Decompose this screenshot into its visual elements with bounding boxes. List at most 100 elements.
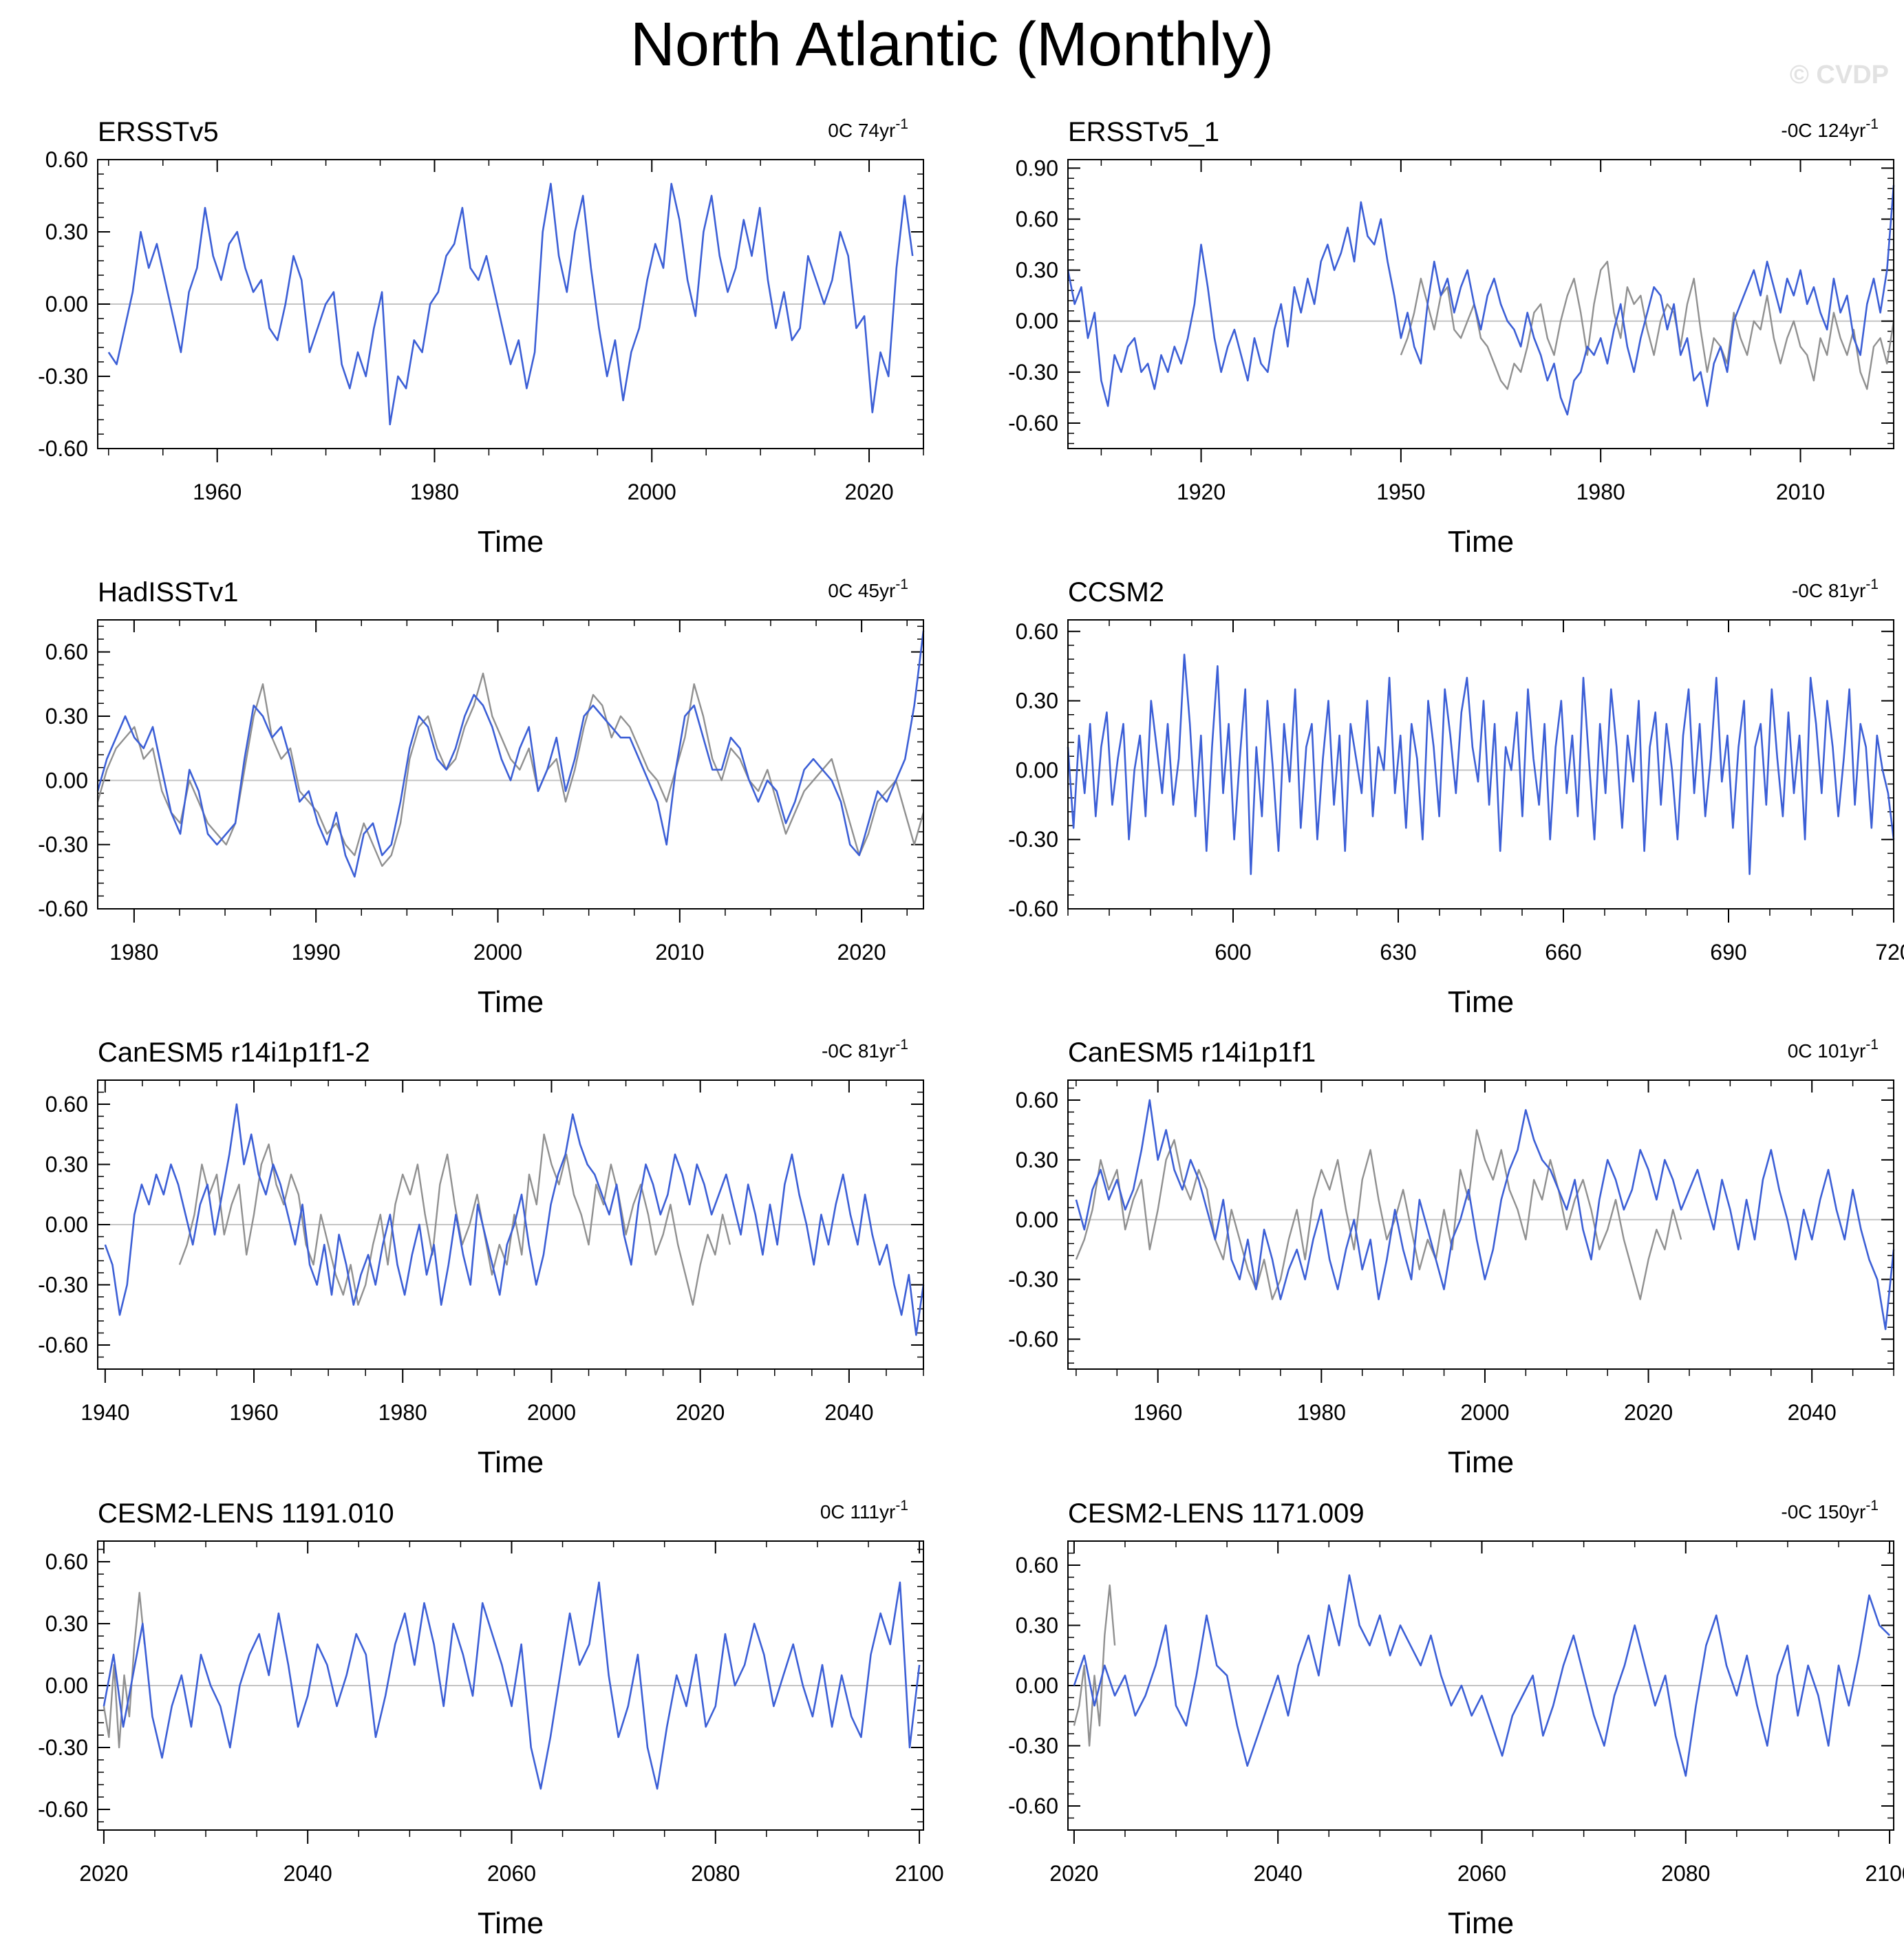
primary-series-line xyxy=(1073,1574,1891,1777)
x-axis-title: Time xyxy=(478,1906,544,1940)
panel-4: CanESM5 r14i1p1f1-2 -0C 81yr-1 0.60 0.30 0.0… xyxy=(38,1037,925,1479)
y-tick-label: 0.00 xyxy=(45,1673,88,1698)
y-tick-label: -0.60 xyxy=(38,1333,88,1357)
x-tick-label: 2020 xyxy=(837,940,886,965)
y-tick-label: 0.00 xyxy=(1016,1673,1058,1698)
x-tick-label: 1940 xyxy=(81,1400,129,1425)
reference-series-line xyxy=(96,672,925,868)
y-tick-label: 0.60 xyxy=(45,640,88,665)
y-tick-label: 0.30 xyxy=(1016,258,1058,283)
x-tick-label: 2020 xyxy=(676,1400,725,1425)
trend-label: -0C 81yr-1 xyxy=(1792,577,1879,601)
x-tick-label: 2080 xyxy=(1661,1861,1710,1886)
y-tick-label: -0.60 xyxy=(38,896,88,921)
primary-series-line xyxy=(103,1581,921,1790)
x-tick-label: 630 xyxy=(1380,940,1416,965)
x-tick-label: 690 xyxy=(1710,940,1746,965)
y-tick-label: 0.30 xyxy=(45,1152,88,1177)
x-axis-title: Time xyxy=(1448,985,1514,1019)
x-axis-title: Time xyxy=(478,1445,544,1479)
y-tick-label: -0.60 xyxy=(1008,896,1058,921)
x-tick-label: 2000 xyxy=(473,940,522,965)
x-tick-label: 2020 xyxy=(844,480,893,504)
panel-label: CESM2-LENS 1191.010 xyxy=(98,1498,394,1529)
x-tick-label: 2060 xyxy=(1457,1861,1506,1886)
plot-frame xyxy=(1067,619,1894,910)
plot-frame xyxy=(97,159,924,449)
x-tick-label: 1980 xyxy=(1297,1400,1346,1425)
y-tick-label: 0.30 xyxy=(45,219,88,244)
y-tick-label: 0.00 xyxy=(45,292,88,316)
x-tick-label: 2020 xyxy=(1624,1400,1673,1425)
page-title: North Atlantic (Monthly) xyxy=(630,10,1274,79)
panel-3: CCSM2 -0C 81yr-1 0.60 0.30 0.00 -0.30 -0.60 600… xyxy=(1008,577,1904,1019)
plot-frame xyxy=(1067,1540,1894,1831)
x-tick-label: 2010 xyxy=(655,940,704,965)
trend-label: -0C 124yr-1 xyxy=(1781,116,1879,141)
y-tick-label: -0.30 xyxy=(1008,360,1058,385)
primary-series-line xyxy=(104,1103,925,1336)
x-tick-label: 660 xyxy=(1545,940,1581,965)
panel-label: CanESM5 r14i1p1f1-2 xyxy=(98,1037,370,1068)
x-tick-label: 1950 xyxy=(1376,480,1425,504)
primary-series-line xyxy=(1067,184,1895,416)
y-tick-label: 0.90 xyxy=(1016,155,1058,180)
reference-series-line xyxy=(178,1133,731,1306)
y-tick-label: -0.60 xyxy=(1008,411,1058,435)
x-tick-label: 1960 xyxy=(1133,1400,1182,1425)
y-tick-label: 0.30 xyxy=(1016,1148,1058,1172)
x-axis-title: Time xyxy=(478,525,544,559)
primary-series-line xyxy=(107,182,914,426)
y-tick-label: 0.00 xyxy=(1016,309,1058,334)
x-tick-label: 2000 xyxy=(628,480,676,504)
x-tick-label: 2040 xyxy=(824,1400,873,1425)
panel-7: CESM2-LENS 1171.009 -0C 150yr-1 0.60 0.30 0.… xyxy=(1008,1498,1904,1940)
x-axis-title: Time xyxy=(1448,525,1514,559)
panel-5: CanESM5 r14i1p1f1 0C 101yr-1 0.60 0.30 0.00 -… xyxy=(1008,1037,1895,1479)
x-tick-label: 2010 xyxy=(1776,480,1825,504)
x-tick-label: 1980 xyxy=(410,480,459,504)
y-tick-label: 0.60 xyxy=(1016,619,1058,644)
x-tick-label: 1960 xyxy=(229,1400,278,1425)
y-tick-label: -0.30 xyxy=(38,1273,88,1298)
panel-label: CCSM2 xyxy=(1068,577,1164,607)
y-tick-label: -0.30 xyxy=(1008,1734,1058,1758)
panel-2: HadISSTv1 0C 45yr-1 0.60 0.30 0.00 -0.30 -0.60… xyxy=(38,577,925,1019)
panel-0: ERSSTv5 0C 74yr-1 0.60 0.30 0.00 -0.30 -0.60 19… xyxy=(38,116,924,559)
y-tick-label: 0.60 xyxy=(1016,206,1058,231)
x-tick-label: 2080 xyxy=(691,1861,740,1886)
plot-frame xyxy=(1067,159,1894,449)
y-tick-label: -0.30 xyxy=(38,1735,88,1760)
plot-frame xyxy=(1067,1079,1894,1370)
y-tick-label: 0.00 xyxy=(1016,757,1058,782)
primary-series-line xyxy=(1067,654,1895,875)
reference-series-line xyxy=(1075,1129,1682,1300)
x-tick-label: 2040 xyxy=(1254,1861,1303,1886)
watermark: © CVDP xyxy=(1789,61,1889,89)
y-tick-label: 0.30 xyxy=(45,1611,88,1636)
primary-series-line xyxy=(96,630,925,878)
x-tick-label: 2060 xyxy=(487,1861,536,1886)
x-tick-label: 1980 xyxy=(109,940,158,965)
y-tick-label: 0.30 xyxy=(45,704,88,729)
y-tick-label: -0.30 xyxy=(1008,1267,1058,1292)
x-axis-title: Time xyxy=(1448,1906,1514,1940)
y-tick-label: 0.30 xyxy=(1016,689,1058,713)
plot-frame xyxy=(97,1540,924,1831)
y-tick-label: -0.30 xyxy=(38,832,88,857)
x-tick-label: 1920 xyxy=(1177,480,1226,504)
panel-label: HadISSTv1 xyxy=(98,577,239,607)
trend-label: -0C 150yr-1 xyxy=(1781,1498,1879,1523)
y-tick-label: -0.30 xyxy=(1008,827,1058,852)
y-tick-label: 0.60 xyxy=(1016,1088,1058,1112)
trend-label: 0C 101yr-1 xyxy=(1788,1037,1879,1062)
panel-label: ERSSTv5_1 xyxy=(1068,117,1219,147)
y-tick-label: -0.60 xyxy=(1008,1327,1058,1352)
x-tick-label: 2020 xyxy=(1049,1861,1098,1886)
x-tick-label: 600 xyxy=(1215,940,1251,965)
y-tick-label: 0.60 xyxy=(1016,1553,1058,1578)
reference-series-line xyxy=(1400,261,1895,390)
y-tick-label: -0.60 xyxy=(38,1797,88,1822)
y-tick-label: 0.60 xyxy=(45,147,88,172)
